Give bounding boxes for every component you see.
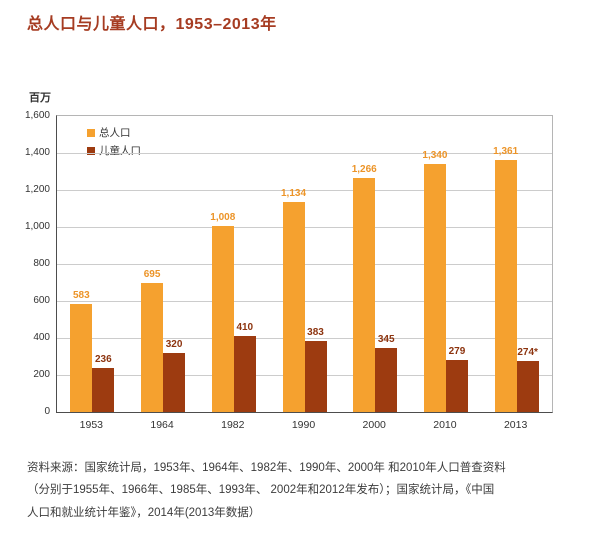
x-tick-label: 1953 xyxy=(79,419,104,431)
x-tick-label: 1964 xyxy=(150,419,174,431)
gridline xyxy=(57,301,552,302)
children-population-bar xyxy=(375,348,398,412)
x-tick-label: 1982 xyxy=(221,419,245,431)
legend: 总人口 儿童人口 xyxy=(87,125,141,161)
bar-value-label: 383 xyxy=(307,327,324,339)
y-tick-label: 200 xyxy=(33,369,50,380)
x-tick-label: 2010 xyxy=(433,419,457,431)
legend-label: 儿童人口 xyxy=(99,145,141,157)
bar-value-label: 1,134 xyxy=(280,188,307,200)
source-note: 资料来源：国家统计局，1953年、1964年、1982年、1990年、2000年… xyxy=(27,457,575,524)
children-population-bar xyxy=(92,368,115,412)
y-axis-unit-label: 百万 xyxy=(29,92,51,104)
y-tick-label: 1,000 xyxy=(24,221,50,232)
total-population-bar xyxy=(141,283,164,412)
gridline xyxy=(57,338,552,339)
chart-title: 总人口与儿童人口，1953–2013年 xyxy=(27,16,277,33)
bar-value-label: 1,266 xyxy=(351,163,377,175)
total-population-bar xyxy=(423,164,446,412)
source-note-line: 人口和就业统计年鉴》，2014年(2013年数据） xyxy=(27,506,261,519)
bar-value-label: 1,008 xyxy=(210,211,236,223)
y-tick-label: 1,600 xyxy=(24,110,50,121)
y-tick-label: 600 xyxy=(33,295,50,306)
y-tick-label: 1,200 xyxy=(24,184,50,195)
total-population-bar xyxy=(494,160,517,412)
source-note-line: 资料来源：国家统计局，1953年、1964年、1982年、1990年、2000年… xyxy=(27,462,506,474)
bar-value-label: 320 xyxy=(165,338,183,350)
legend-swatch-icon xyxy=(87,128,95,137)
bar-value-label: 274* xyxy=(517,347,538,359)
x-tick-label: 2013 xyxy=(503,419,528,431)
children-population-bar xyxy=(445,360,468,412)
gridline xyxy=(57,153,552,154)
y-tick-label: 1,400 xyxy=(24,147,50,158)
legend-item: 儿童人口 xyxy=(87,143,141,158)
bar-value-label: 695 xyxy=(143,269,161,281)
children-population-bar xyxy=(304,341,327,412)
bar-value-label: 1,340 xyxy=(422,150,448,162)
y-tick-label: 800 xyxy=(33,258,50,269)
total-population-bar xyxy=(282,202,305,412)
total-population-bar xyxy=(70,304,93,412)
bar-value-label: 345 xyxy=(377,334,395,346)
bar-value-label: 236 xyxy=(95,354,112,366)
total-population-bar xyxy=(353,177,376,412)
x-tick-label: 1990 xyxy=(291,419,316,431)
legend-label: 总人口 xyxy=(99,127,131,139)
total-population-bar xyxy=(211,225,234,412)
source-note-line: （分别于1955年、1966年、1985年、1993年、 2002年和2012年… xyxy=(27,484,495,497)
children-population-bar xyxy=(516,361,539,412)
bar-value-label: 1,361 xyxy=(493,146,519,158)
plot-area: 总人口儿童人口 583 236 695 320 1,008 410 1,134 383 1,26… xyxy=(56,115,553,413)
children-population-bar xyxy=(163,352,186,412)
gridline xyxy=(57,227,552,228)
gridline xyxy=(57,264,552,265)
bar-value-label: 410 xyxy=(236,322,254,334)
gridline xyxy=(57,190,552,191)
bar-value-label: 279 xyxy=(448,346,466,358)
bar-value-label: 583 xyxy=(73,290,90,302)
y-tick-label: 400 xyxy=(33,332,50,343)
x-tick-label: 2000 xyxy=(362,419,386,431)
legend-item: 总人口 xyxy=(87,125,141,140)
children-population-bar xyxy=(233,336,256,412)
y-tick-label: 0 xyxy=(44,406,50,417)
legend-swatch-icon xyxy=(87,146,95,155)
